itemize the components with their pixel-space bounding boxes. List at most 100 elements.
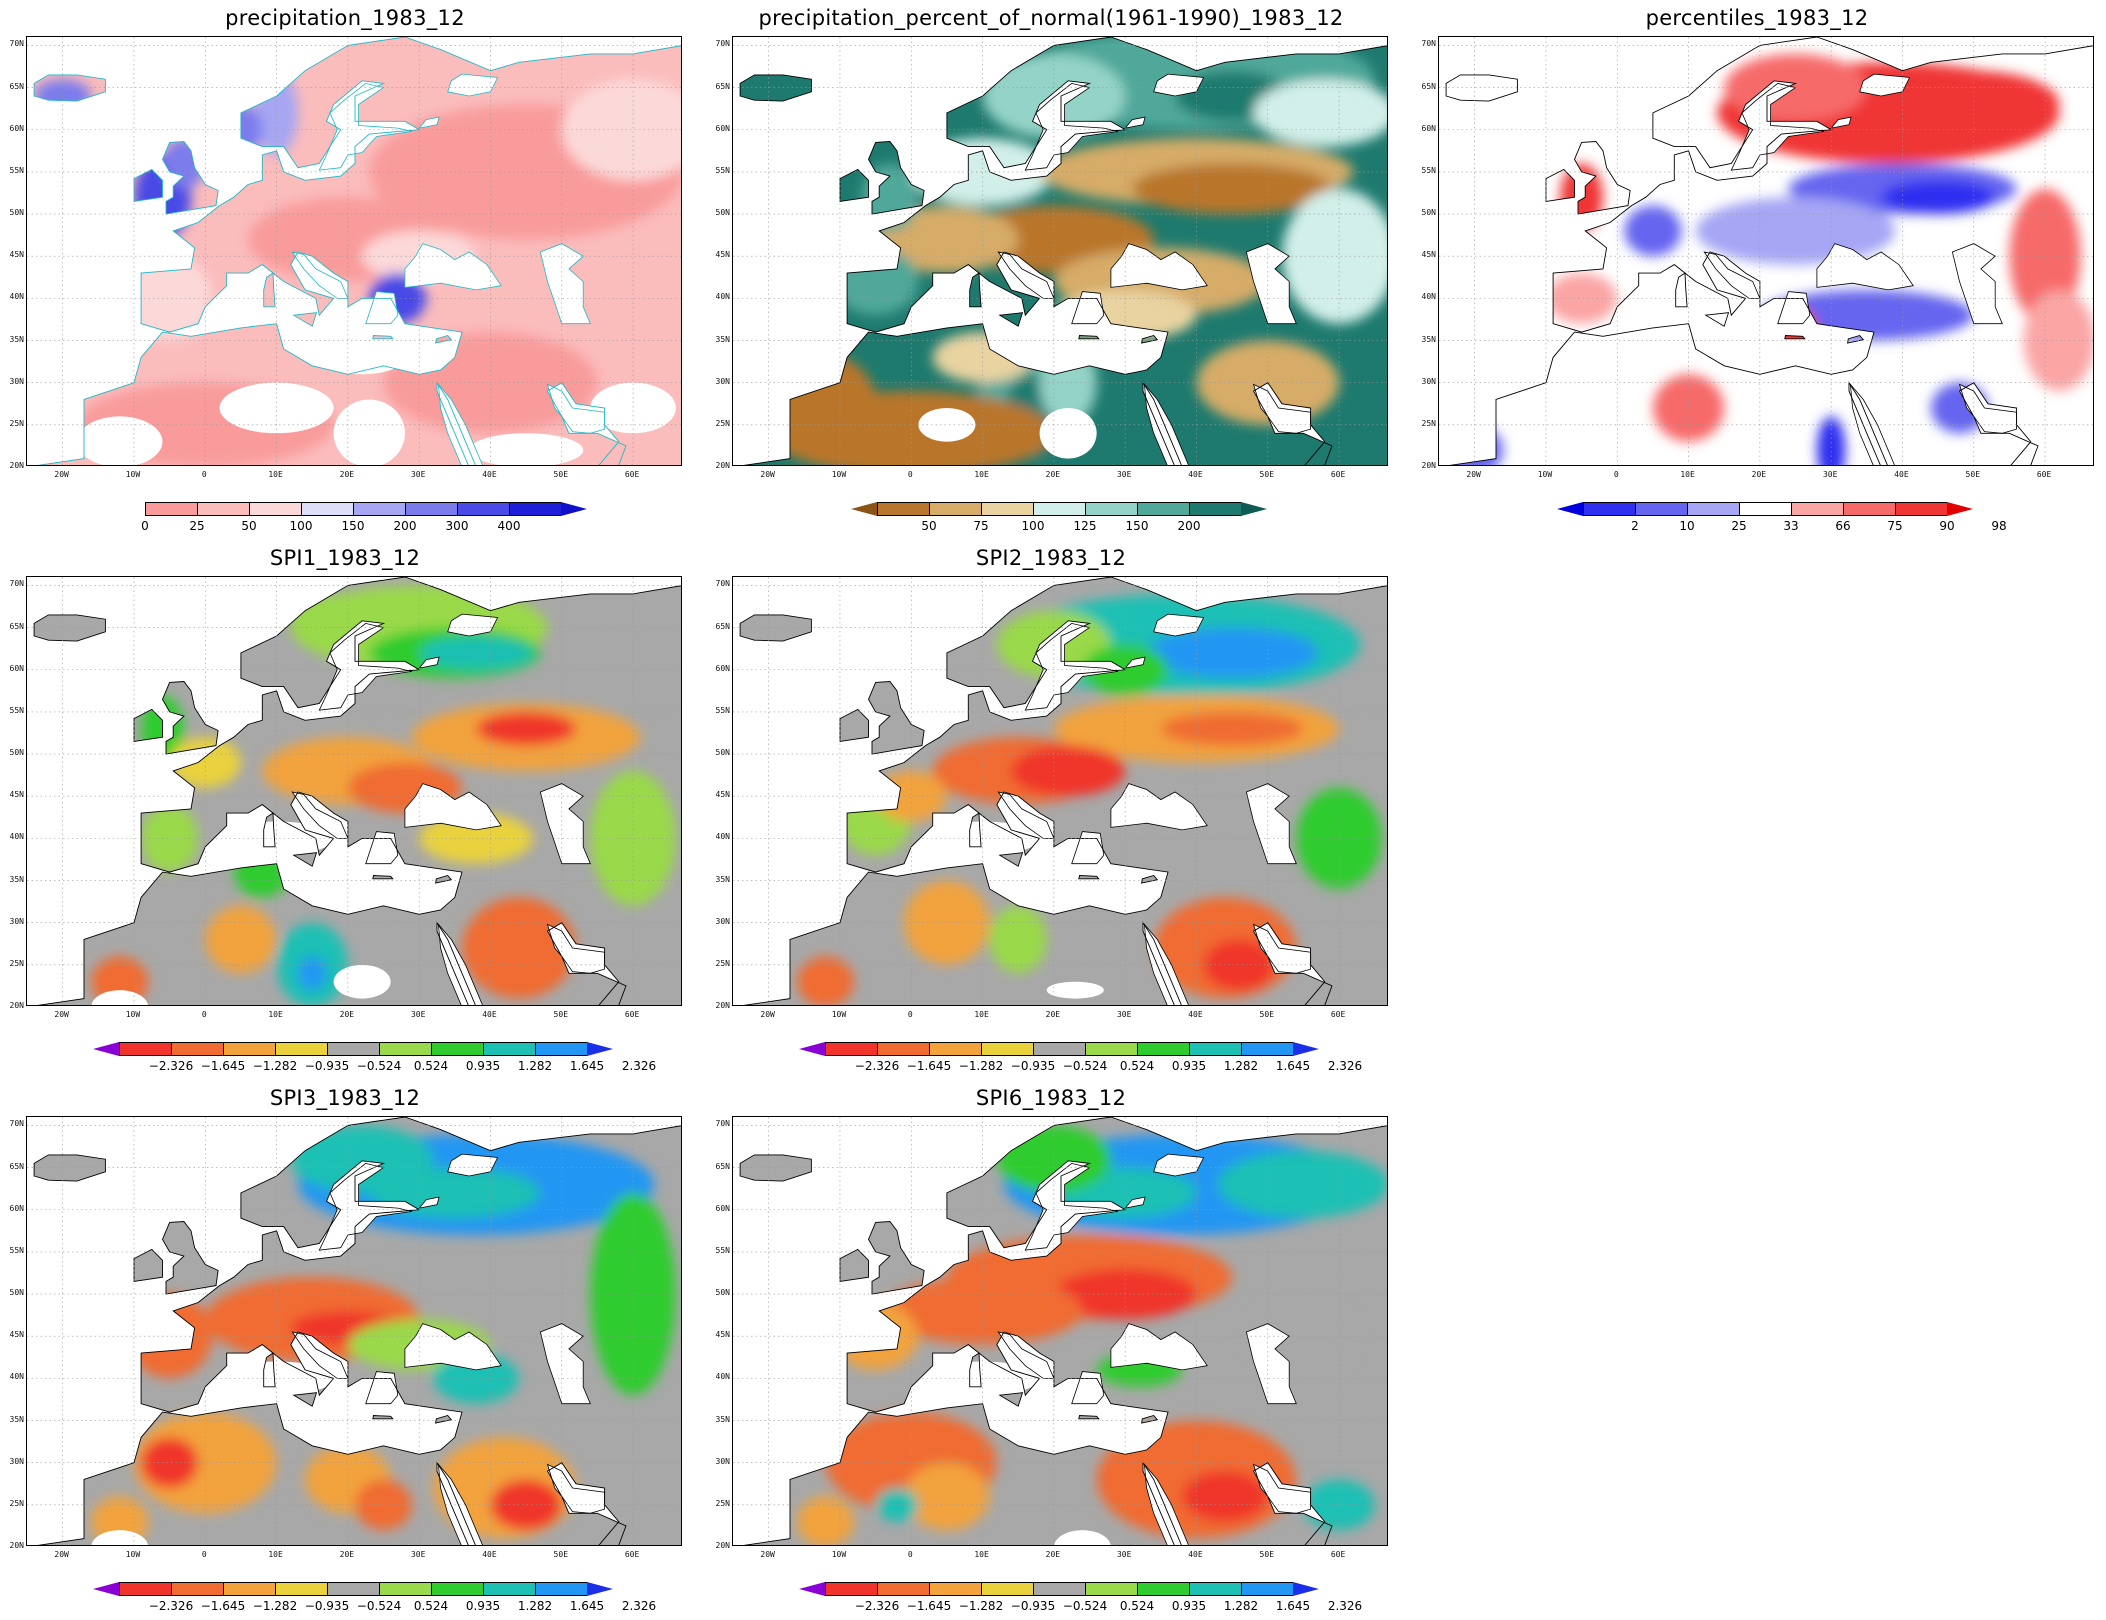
field-anomaly — [126, 256, 213, 341]
colorbar-swatch — [1085, 1582, 1137, 1596]
coastline — [867, 1221, 925, 1295]
sea-area — [1252, 1463, 1311, 1514]
latitude-label: 35N — [715, 1414, 730, 1424]
field-missing — [590, 382, 676, 434]
field-missing — [91, 990, 149, 1005]
field-missing — [76, 416, 163, 465]
field-anomaly — [119, 104, 149, 156]
sea-area — [1071, 291, 1105, 325]
coastline — [743, 577, 1387, 1005]
colorbar-label: 2.326 — [621, 1059, 657, 1073]
longitude-label: 30E — [410, 1010, 426, 1019]
latitude-label: 40N — [9, 832, 24, 842]
colorbar-percent-of-normal: 50 75 100 125 150 200 — [851, 502, 1267, 538]
colorbar-swatch — [1635, 502, 1687, 516]
colorbar-label: −1.645 — [906, 1059, 952, 1073]
coastline — [739, 74, 812, 102]
colorbar-arrow-left — [93, 1042, 119, 1056]
field-anomaly — [133, 1412, 277, 1514]
sea-area — [1024, 622, 1119, 711]
coastline — [161, 1221, 219, 1295]
sea-area — [1110, 783, 1208, 831]
longitude-label: 10W — [125, 1550, 141, 1559]
field-missing — [333, 399, 405, 465]
sea-area — [318, 1162, 413, 1251]
field-anomaly — [162, 138, 206, 189]
colorbar-arrow-left — [851, 502, 877, 516]
sea-area — [1730, 82, 1825, 171]
field-anomaly — [1253, 79, 1387, 147]
colorbar-label: 1.645 — [569, 1059, 605, 1073]
sea-area — [365, 1371, 399, 1405]
colorbar-label: 98 — [1991, 519, 2007, 533]
colorbar-swatch — [929, 1582, 981, 1596]
field-missing — [319, 340, 405, 375]
longitude-label: 30E — [1822, 470, 1838, 479]
latitude-label: 50N — [9, 1288, 24, 1298]
longitude-label: 0 — [907, 1010, 913, 1019]
longitude-label: 50E — [553, 1010, 569, 1019]
sea-area — [1124, 1196, 1146, 1209]
coastline — [37, 1117, 681, 1545]
latitude-label: 55N — [9, 1245, 24, 1255]
latitude-label: 25N — [1421, 418, 1436, 428]
longitude-label: 60E — [1330, 1010, 1346, 1019]
sea-area — [1124, 656, 1146, 669]
latitude-label: 35N — [9, 874, 24, 884]
colorbar-label: 0.935 — [1171, 1599, 1207, 1613]
colorbar-label: 25 — [1731, 519, 1747, 533]
coastline — [1141, 334, 1159, 344]
colorbar-arrow-left — [799, 1042, 825, 1056]
field-missing — [1039, 407, 1097, 459]
field-anomaly — [875, 205, 1019, 274]
latitude-label: 65N — [9, 621, 24, 631]
sea-area — [1024, 82, 1119, 171]
latitude-label: 45N — [1421, 250, 1436, 260]
colorbar-label: −0.935 — [304, 1599, 350, 1613]
colorbar-label: 0.524 — [1119, 1059, 1155, 1073]
field-anomaly — [590, 1192, 676, 1396]
sea-area — [447, 1153, 499, 1177]
latitude-label: 60N — [9, 1203, 24, 1213]
longitude-label: 20W — [54, 1550, 69, 1559]
latitude-label: 70N — [715, 39, 730, 49]
coastline — [435, 1414, 453, 1424]
latitude-label: 35N — [9, 1414, 24, 1424]
colorbar-label: 300 — [445, 519, 469, 533]
field-anomaly — [561, 79, 681, 181]
sea-area — [1958, 383, 2017, 434]
longitude-label: 30E — [1116, 1010, 1132, 1019]
colorbar-swatch — [1189, 1042, 1241, 1056]
longitude-label: 10W — [1537, 470, 1553, 479]
latitude-label: 35N — [715, 334, 730, 344]
latitude-label: 55N — [715, 165, 730, 175]
sea-area — [1153, 1153, 1205, 1177]
field-anomaly — [832, 247, 919, 316]
colorbar-label: 125 — [1073, 519, 1097, 533]
latitude-label: 30N — [9, 1456, 24, 1466]
field-anomaly — [1182, 1471, 1268, 1522]
latitude-label: 30N — [715, 376, 730, 386]
longitude-label: 30E — [1116, 470, 1132, 479]
colorbar-label: 1.645 — [569, 1599, 605, 1613]
sea-area — [546, 1463, 605, 1514]
field-anomaly — [2023, 289, 2093, 392]
sea-area — [1153, 613, 1205, 637]
longitude-label: 10W — [831, 1010, 847, 1019]
latitude-label: 60N — [715, 123, 730, 133]
latitude-label: 70N — [9, 579, 24, 589]
field-anomaly — [1624, 205, 1682, 257]
longitude-label: 10E — [268, 1550, 283, 1559]
field-anomaly — [1881, 180, 1996, 215]
field-anomaly — [1695, 197, 1896, 265]
sea-area — [1830, 116, 1852, 129]
colorbar-swatch — [171, 1042, 223, 1056]
latitude-label: 45N — [715, 250, 730, 260]
colorbar-label: 1.282 — [1223, 1059, 1259, 1073]
colorbar-label: −2.326 — [854, 1059, 900, 1073]
longitude-label: 40E — [482, 470, 497, 479]
longitude-label: 10W — [831, 1550, 847, 1559]
map-percent-of-normal — [732, 36, 1388, 466]
sea-area — [1110, 1323, 1208, 1371]
coastline — [292, 852, 318, 867]
